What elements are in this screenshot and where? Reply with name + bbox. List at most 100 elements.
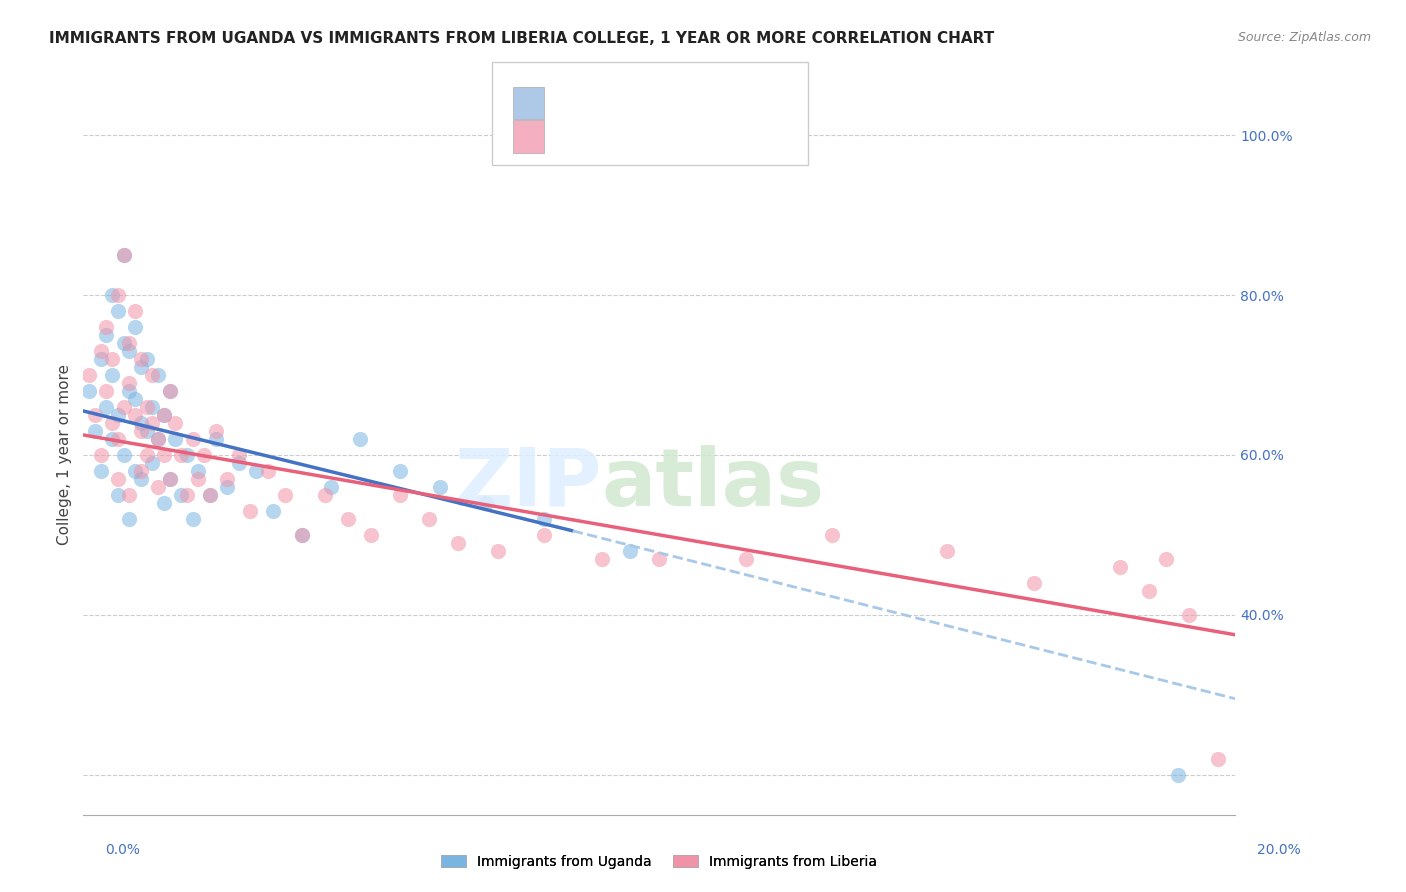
Point	[90, 448, 112, 462]
Point	[159, 384, 181, 398]
Point	[118, 376, 141, 390]
Text: ZIP: ZIP	[454, 445, 602, 523]
Point	[129, 472, 152, 486]
Point	[1154, 551, 1177, 566]
Point	[112, 248, 135, 262]
Point	[181, 432, 204, 446]
Point	[124, 464, 146, 478]
Point	[291, 528, 314, 542]
Point	[1206, 751, 1229, 765]
Point	[533, 528, 555, 542]
Point	[83, 408, 105, 422]
Point	[389, 488, 412, 502]
Point	[96, 384, 118, 398]
Point	[193, 448, 215, 462]
Point	[228, 448, 250, 462]
Point	[291, 528, 314, 542]
Point	[135, 448, 157, 462]
Point	[165, 416, 187, 430]
Point	[170, 488, 193, 502]
Point	[821, 528, 844, 542]
Point	[349, 432, 371, 446]
Point	[118, 384, 141, 398]
Point	[204, 432, 226, 446]
Point	[135, 351, 157, 366]
Point	[648, 551, 671, 566]
Point	[124, 392, 146, 406]
Point	[360, 528, 382, 542]
Point	[118, 336, 141, 351]
Text: 0.0%: 0.0%	[105, 843, 141, 857]
Y-axis label: College, 1 year or more: College, 1 year or more	[58, 365, 72, 545]
Point	[90, 464, 112, 478]
Point	[124, 408, 146, 422]
Point	[118, 488, 141, 502]
Point	[274, 488, 297, 502]
Point	[118, 344, 141, 359]
Point	[141, 368, 163, 382]
Text: 54: 54	[699, 95, 721, 110]
Point	[217, 472, 239, 486]
Point	[141, 400, 163, 414]
Point	[90, 351, 112, 366]
Point	[83, 424, 105, 438]
Point	[187, 472, 209, 486]
Point	[107, 432, 129, 446]
Text: R =: R =	[555, 129, 591, 144]
Point	[90, 344, 112, 359]
Point	[170, 448, 193, 462]
Point	[181, 512, 204, 526]
Point	[112, 448, 135, 462]
Point	[112, 400, 135, 414]
Point	[101, 368, 124, 382]
Point	[101, 416, 124, 430]
Point	[1137, 583, 1160, 598]
Point	[619, 544, 641, 558]
Point	[146, 432, 169, 446]
Point	[176, 488, 198, 502]
Point	[591, 551, 613, 566]
Point	[124, 320, 146, 334]
Point	[107, 488, 129, 502]
Point	[129, 416, 152, 430]
Point	[198, 488, 221, 502]
Text: Source: ZipAtlas.com: Source: ZipAtlas.com	[1237, 31, 1371, 45]
Point	[165, 432, 187, 446]
Point	[256, 464, 278, 478]
Text: N =: N =	[657, 129, 703, 144]
Point	[135, 424, 157, 438]
Point	[187, 464, 209, 478]
Point	[389, 464, 412, 478]
Point	[153, 448, 176, 462]
Text: -0.241: -0.241	[588, 95, 645, 110]
Point	[262, 504, 284, 518]
Point	[118, 512, 141, 526]
Point	[129, 464, 152, 478]
Point	[159, 472, 181, 486]
Point	[107, 408, 129, 422]
Point	[1178, 607, 1201, 622]
Point	[1109, 559, 1132, 574]
Point	[135, 400, 157, 414]
Point	[141, 416, 163, 430]
Point	[176, 448, 198, 462]
Point	[198, 488, 221, 502]
Text: R =: R =	[555, 95, 591, 110]
Point	[217, 480, 239, 494]
Point	[146, 432, 169, 446]
Point	[112, 248, 135, 262]
Point	[101, 351, 124, 366]
Text: N =: N =	[657, 95, 703, 110]
Text: IMMIGRANTS FROM UGANDA VS IMMIGRANTS FROM LIBERIA COLLEGE, 1 YEAR OR MORE CORREL: IMMIGRANTS FROM UGANDA VS IMMIGRANTS FRO…	[49, 31, 994, 46]
Point	[77, 384, 100, 398]
Point	[429, 480, 451, 494]
Point	[1022, 575, 1045, 590]
Point	[129, 351, 152, 366]
Point	[146, 368, 169, 382]
Point	[533, 512, 555, 526]
Point	[129, 359, 152, 374]
Point	[245, 464, 267, 478]
Point	[153, 408, 176, 422]
Point	[77, 368, 100, 382]
Text: 20.0%: 20.0%	[1257, 843, 1301, 857]
